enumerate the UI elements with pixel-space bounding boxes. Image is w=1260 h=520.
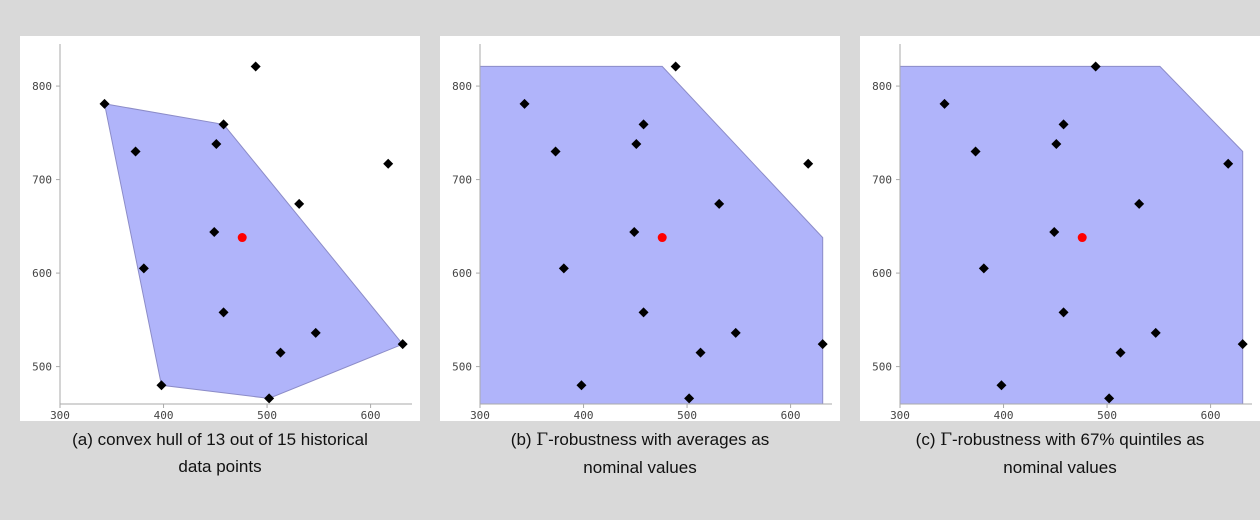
x-tick-label: 500	[257, 409, 277, 421]
data-point	[631, 139, 642, 150]
y-tick-label: 600	[872, 267, 892, 280]
caption-rest: -robustness with averages as	[548, 430, 770, 449]
y-tick-label: 500	[872, 361, 892, 374]
data-point	[1237, 339, 1248, 350]
data-point	[695, 347, 706, 358]
data-point	[1223, 158, 1234, 169]
y-tick-label: 800	[872, 80, 892, 93]
data-point	[638, 307, 649, 318]
data-point	[519, 98, 530, 109]
feasible-region	[103, 103, 404, 399]
data-point	[1134, 198, 1145, 209]
data-point	[264, 393, 275, 404]
data-point	[383, 158, 394, 169]
scatter-chart-c: 500 600 700 800 300 400 500 600	[872, 44, 1252, 421]
data-point	[1150, 327, 1161, 338]
data-point	[558, 263, 569, 274]
y-tick-label: 600	[32, 267, 52, 280]
x-tick-label: 500	[1097, 409, 1117, 421]
caption-line: (c) Γ-robustness with 67% quintiles as	[860, 426, 1260, 454]
nominal-point	[1077, 233, 1087, 243]
panel-b: 500 600 700 800 300 400 500 600 (b) Γ-robustnes…	[440, 36, 840, 484]
y-tick-label: 700	[872, 174, 892, 187]
caption-b: (b) Γ-robustness with averages as nomina…	[440, 426, 840, 481]
gamma-symbol: Γ	[940, 430, 953, 450]
plot-area: 500 600 700 800 300 400 500 600	[440, 36, 840, 421]
data-point	[939, 98, 950, 109]
caption-prefix: (c)	[915, 430, 941, 449]
caption-line: nominal values	[583, 458, 697, 477]
nominal-point	[237, 233, 247, 243]
data-point	[209, 226, 220, 237]
data-point	[730, 327, 741, 338]
data-point	[803, 158, 814, 169]
x-tick-label: 400	[154, 409, 174, 421]
x-tick-label: 600	[781, 409, 801, 421]
nominal-point	[657, 233, 667, 243]
plot-area: 500 600 700 800 300 400 500 600	[860, 36, 1260, 421]
caption-line: nominal values	[1003, 458, 1117, 477]
data-point	[970, 146, 981, 157]
panel-c: 500 600 700 800 300 400 500 600 (c) Γ-robustnes…	[860, 36, 1260, 484]
caption-c: (c) Γ-robustness with 67% quintiles as n…	[860, 426, 1260, 481]
data-point	[670, 61, 681, 72]
feasible-region	[899, 65, 1244, 405]
x-tick-label: 600	[361, 409, 381, 421]
panel-a: 500 600 700 800 300 400 500 600 (a) convex hull…	[20, 36, 420, 484]
x-tick-label: 300	[50, 409, 70, 421]
data-point	[1115, 347, 1126, 358]
x-tick-label: 400	[574, 409, 594, 421]
data-point	[211, 139, 222, 150]
caption-line: (b) Γ-robustness with averages as	[440, 426, 840, 454]
data-point	[397, 339, 408, 350]
y-tick-label: 500	[32, 361, 52, 374]
data-point	[156, 380, 167, 391]
data-point	[1090, 61, 1101, 72]
data-point	[576, 380, 587, 391]
data-point	[310, 327, 321, 338]
caption-line: data points	[178, 457, 262, 476]
data-point	[130, 146, 141, 157]
y-tick-label: 700	[32, 174, 52, 187]
data-point	[99, 98, 110, 109]
y-tick-label: 800	[32, 80, 52, 93]
feasible-region	[479, 65, 824, 405]
plot-area: 500 600 700 800 300 400 500 600	[20, 36, 420, 421]
data-point	[978, 263, 989, 274]
caption-a: (a) convex hull of 13 out of 15 historic…	[20, 426, 420, 480]
data-point	[1058, 119, 1069, 130]
y-tick-label: 700	[452, 174, 472, 187]
x-tick-label: 400	[994, 409, 1014, 421]
data-point	[138, 263, 149, 274]
data-point	[294, 198, 305, 209]
data-point	[250, 61, 261, 72]
scatter-chart-b: 500 600 700 800 300 400 500 600	[452, 44, 832, 421]
x-tick-label: 600	[1201, 409, 1221, 421]
data-point	[1104, 393, 1115, 404]
data-point	[550, 146, 561, 157]
data-point	[714, 198, 725, 209]
data-point	[1058, 307, 1069, 318]
data-point	[275, 347, 286, 358]
y-tick-label: 800	[452, 80, 472, 93]
data-point	[1051, 139, 1062, 150]
data-point	[218, 307, 229, 318]
x-tick-label: 300	[890, 409, 910, 421]
scatter-chart-a: 500 600 700 800 300 400 500 600	[32, 44, 412, 421]
data-point	[996, 380, 1007, 391]
caption-prefix: (b)	[510, 430, 537, 449]
gamma-symbol: Γ	[536, 430, 549, 450]
caption-rest: -robustness with 67% quintiles as	[952, 430, 1205, 449]
data-point	[218, 119, 229, 130]
y-tick-label: 500	[452, 361, 472, 374]
data-point	[629, 226, 640, 237]
data-point	[817, 339, 828, 350]
data-point	[684, 393, 695, 404]
data-point	[638, 119, 649, 130]
data-point	[1049, 226, 1060, 237]
x-tick-label: 300	[470, 409, 490, 421]
caption-line: (a) convex hull of 13 out of 15 historic…	[72, 430, 368, 449]
x-tick-label: 500	[677, 409, 697, 421]
y-tick-label: 600	[452, 267, 472, 280]
